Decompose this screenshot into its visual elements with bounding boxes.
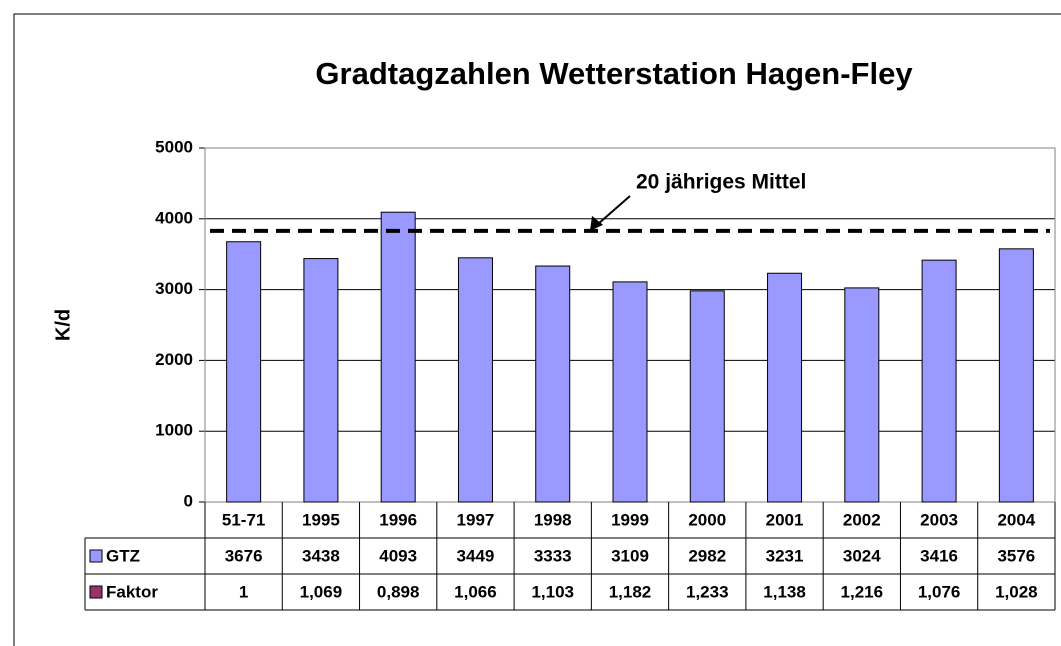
legend-swatch <box>89 585 103 599</box>
bar <box>767 272 803 503</box>
table-value: 1 <box>239 582 248 601</box>
legend-swatch <box>89 549 103 563</box>
x-tick-label: 1996 <box>379 510 417 529</box>
x-tick-label: 2000 <box>688 510 726 529</box>
bar <box>380 211 416 503</box>
y-tick-label: 1000 <box>155 421 193 440</box>
table-value: 1,216 <box>841 582 884 601</box>
x-tick-label: 1998 <box>534 510 572 529</box>
bar <box>612 281 648 503</box>
bar <box>457 257 493 503</box>
legend-label: GTZ <box>106 546 140 565</box>
y-tick-label: 0 <box>184 491 193 510</box>
table-value: 1,069 <box>300 582 343 601</box>
bar <box>689 290 725 503</box>
table-value: 2982 <box>688 546 726 565</box>
table-value: 0,898 <box>377 582 420 601</box>
y-tick-label: 2000 <box>155 350 193 369</box>
x-tick-label: 51-71 <box>222 510 265 529</box>
table-value: 3676 <box>225 546 263 565</box>
table-value: 3416 <box>920 546 958 565</box>
table-value: 1,182 <box>609 582 652 601</box>
table-value: 3438 <box>302 546 340 565</box>
table-value: 3024 <box>843 546 881 565</box>
x-tick-label: 2003 <box>920 510 958 529</box>
y-tick-label: 4000 <box>155 208 193 227</box>
bar <box>998 248 1034 503</box>
x-tick-label: 1997 <box>457 510 495 529</box>
table-value: 1,066 <box>454 582 497 601</box>
y-tick-label: 5000 <box>155 137 193 156</box>
annotation: 20 jähriges Mittel <box>636 171 806 194</box>
legend-label: Faktor <box>106 582 158 601</box>
x-tick-label: 2001 <box>766 510 804 529</box>
bar <box>921 259 957 503</box>
x-tick-label: 1999 <box>611 510 649 529</box>
table-value: 1,233 <box>686 582 729 601</box>
table-value: 1,076 <box>918 582 961 601</box>
table-value: 3576 <box>997 546 1035 565</box>
table-value: 3449 <box>457 546 495 565</box>
table-value: 3333 <box>534 546 572 565</box>
chart-frame <box>13 13 1061 646</box>
table-value: 1,138 <box>763 582 806 601</box>
x-tick-label: 1995 <box>302 510 340 529</box>
x-tick-label: 2002 <box>843 510 881 529</box>
table-value: 1,103 <box>531 582 574 601</box>
bar <box>535 265 571 503</box>
bar <box>844 287 880 503</box>
table-value: 3109 <box>611 546 649 565</box>
y-axis-label: K/d <box>52 309 74 341</box>
annotation-arrow <box>596 195 631 226</box>
arrow-head <box>590 215 603 231</box>
y-tick-label: 3000 <box>155 279 193 298</box>
chart-title: Gradtagzahlen Wetterstation Hagen-Fley <box>315 56 913 91</box>
bar <box>303 258 339 503</box>
bar <box>226 241 262 503</box>
table-value: 4093 <box>379 546 417 565</box>
table-value: 3231 <box>766 546 804 565</box>
table-value: 1,028 <box>995 582 1038 601</box>
x-tick-label: 2004 <box>997 510 1035 529</box>
